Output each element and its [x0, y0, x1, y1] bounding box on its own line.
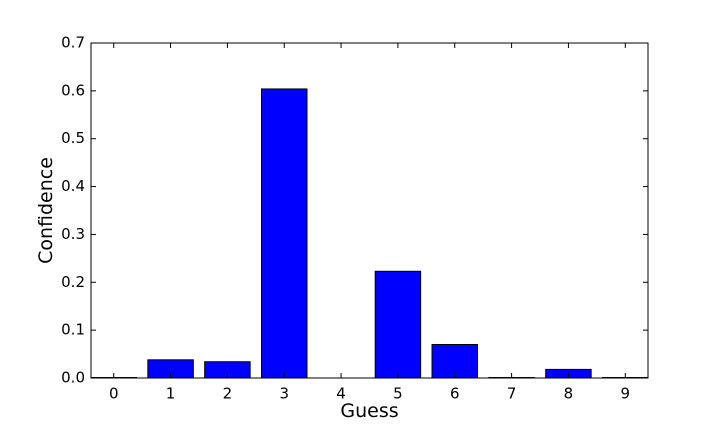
- x-tick-label: 2: [223, 385, 233, 403]
- y-tick-label: 0.6: [61, 81, 85, 99]
- y-tick-label: 0.7: [61, 34, 85, 52]
- x-tick-label: 8: [564, 385, 574, 403]
- y-tick-label: 0.1: [61, 321, 85, 339]
- y-tick-label: 0.3: [61, 225, 85, 243]
- x-tick-label: 0: [109, 385, 119, 403]
- ticks-group: 0 1 2 3 4 5 6 7 8 9 0.0 0.1 0.2 0.3 0.4 0.5 0.6 0.7: [61, 34, 648, 403]
- plot-frame: [90, 42, 649, 379]
- x-tick-label: 4: [336, 385, 346, 403]
- bars-group: [90, 88, 649, 379]
- x-tick-label: 6: [450, 385, 460, 403]
- x-tick-label: 3: [279, 385, 289, 403]
- x-tick-label: 7: [507, 385, 517, 403]
- x-tick-label: 1: [166, 385, 176, 403]
- bar-5: [374, 270, 422, 379]
- bar-3: [261, 88, 308, 379]
- x-tick-label: 9: [620, 385, 630, 403]
- y-tick-label: 0.0: [61, 369, 85, 387]
- bar-6: [431, 344, 478, 379]
- y-tick-label: 0.2: [61, 273, 85, 291]
- y-tick-label: 0.4: [61, 177, 85, 195]
- y-tick-label: 0.5: [61, 129, 85, 147]
- y-axis-label: Confidence: [35, 157, 57, 264]
- x-tick-label: 5: [393, 385, 403, 403]
- x-axis-label: Guess: [340, 400, 398, 422]
